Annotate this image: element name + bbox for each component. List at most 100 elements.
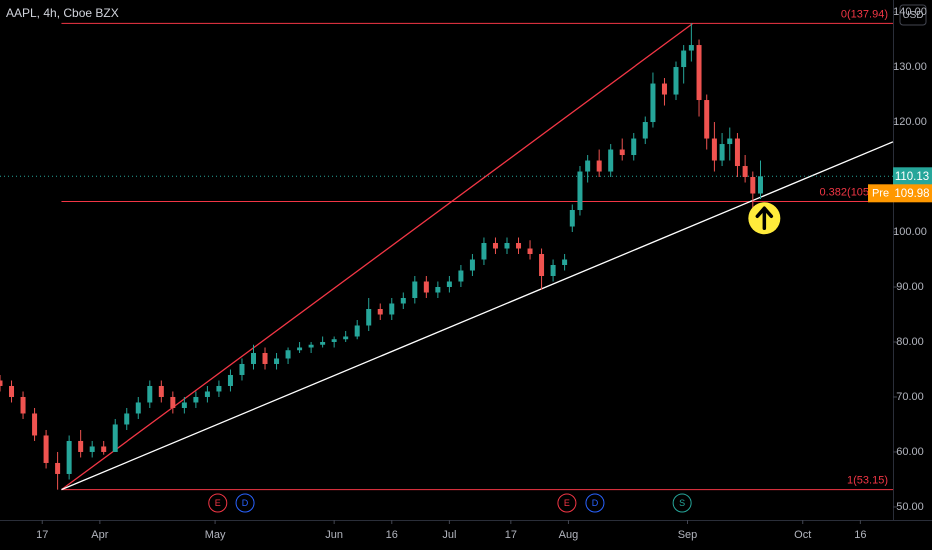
y-tick-label: 50.00: [896, 501, 924, 513]
event-label: E: [564, 498, 570, 508]
event-marker: [235, 493, 255, 513]
candle-body: [757, 176, 763, 194]
x-tick-label: 16: [386, 529, 398, 541]
y-tick-label: 130.00: [893, 61, 927, 73]
currency-label[interactable]: USD: [902, 10, 923, 21]
event-marker: [585, 493, 605, 513]
x-tick-label: 17: [505, 529, 517, 541]
candle-body: [227, 374, 233, 386]
x-tick-label: Aug: [559, 529, 579, 541]
candle-body: [673, 67, 679, 95]
candle-body: [539, 254, 545, 277]
y-tick-label: 70.00: [896, 391, 924, 403]
candle-body: [704, 100, 710, 139]
candle-body: [112, 424, 118, 452]
x-tick-label: Oct: [794, 529, 811, 541]
candle-body: [681, 50, 687, 68]
candle-body: [608, 149, 614, 172]
y-tick-label: 80.00: [896, 336, 924, 348]
x-tick-label: Sep: [678, 529, 698, 541]
candle-body: [423, 281, 429, 293]
event-marker: [208, 493, 228, 513]
pre-price-label: 109.98: [894, 188, 929, 200]
candle-body: [719, 144, 725, 161]
last-price-label: 110.13: [895, 171, 929, 183]
candle-body: [250, 352, 256, 364]
candle-body: [274, 358, 280, 364]
candle-body: [650, 83, 656, 123]
candle-body: [562, 259, 568, 266]
candle-body: [216, 385, 222, 392]
candle-body: [101, 446, 107, 452]
candle-body: [9, 385, 15, 397]
candle-body: [43, 435, 49, 463]
candle-body: [158, 385, 164, 397]
candle-body: [204, 391, 210, 397]
candle-body: [711, 138, 717, 161]
candle-body: [734, 138, 740, 167]
candle-body: [147, 385, 153, 403]
y-tick-label: 90.00: [896, 281, 924, 293]
candle-body: [412, 281, 418, 298]
candle-body: [285, 350, 291, 359]
candle-body: [527, 248, 533, 255]
candle-body: [631, 138, 637, 156]
x-tick-label: 16: [854, 529, 866, 541]
candle-body: [297, 347, 303, 351]
candle-body: [331, 339, 337, 342]
candle-body: [343, 336, 349, 340]
event-label: S: [679, 498, 685, 508]
candle-body: [435, 287, 441, 293]
candle-body: [569, 210, 575, 227]
candle-body: [400, 297, 406, 304]
fib-label: 0(137.94): [841, 8, 888, 20]
candle-body: [170, 396, 176, 408]
event-marker: [672, 493, 692, 513]
candle-body: [446, 281, 452, 288]
candle-body: [366, 308, 372, 326]
candle-body: [78, 440, 84, 452]
candle-body: [262, 352, 268, 364]
candle-body: [354, 325, 360, 337]
candle-body: [504, 243, 510, 249]
event-label: E: [215, 498, 221, 508]
trend-line: [61, 141, 894, 491]
candle-body: [550, 265, 556, 277]
candle-body: [320, 341, 326, 345]
candle-body: [458, 270, 464, 282]
candle-body: [742, 166, 748, 178]
candle-body: [577, 171, 583, 211]
candle-body: [66, 440, 72, 474]
pre-label: Pre: [872, 188, 889, 200]
candle-body: [688, 45, 694, 51]
candle-body: [750, 177, 756, 194]
candle-body: [661, 83, 667, 95]
event-label: D: [242, 498, 249, 508]
candle-body: [696, 45, 702, 101]
y-tick-label: 120.00: [893, 116, 927, 128]
candle-body: [32, 413, 38, 436]
x-tick-label: Jun: [325, 529, 343, 541]
x-tick-label: May: [205, 529, 226, 541]
currency-button[interactable]: [899, 4, 927, 26]
event-marker: [557, 493, 577, 513]
y-tick-label: 60.00: [896, 446, 924, 458]
candle-body: [469, 259, 475, 271]
last-price-box: [893, 167, 932, 186]
x-tick-label: Jul: [442, 529, 456, 541]
candle-body: [481, 243, 487, 260]
candle-body: [193, 396, 199, 403]
candle-body: [239, 363, 245, 375]
y-tick-label: 100.00: [893, 226, 927, 238]
chart-title: AAPL, 4h, Cboe BZX: [6, 6, 119, 20]
candle-body: [389, 303, 395, 315]
candle-body: [642, 122, 648, 139]
candle-body: [135, 402, 141, 414]
fib-label: 1(53.15): [847, 475, 888, 487]
candle-body: [619, 149, 625, 156]
candle-body: [55, 462, 61, 474]
candle-body: [0, 380, 3, 386]
candle-body: [596, 160, 602, 172]
